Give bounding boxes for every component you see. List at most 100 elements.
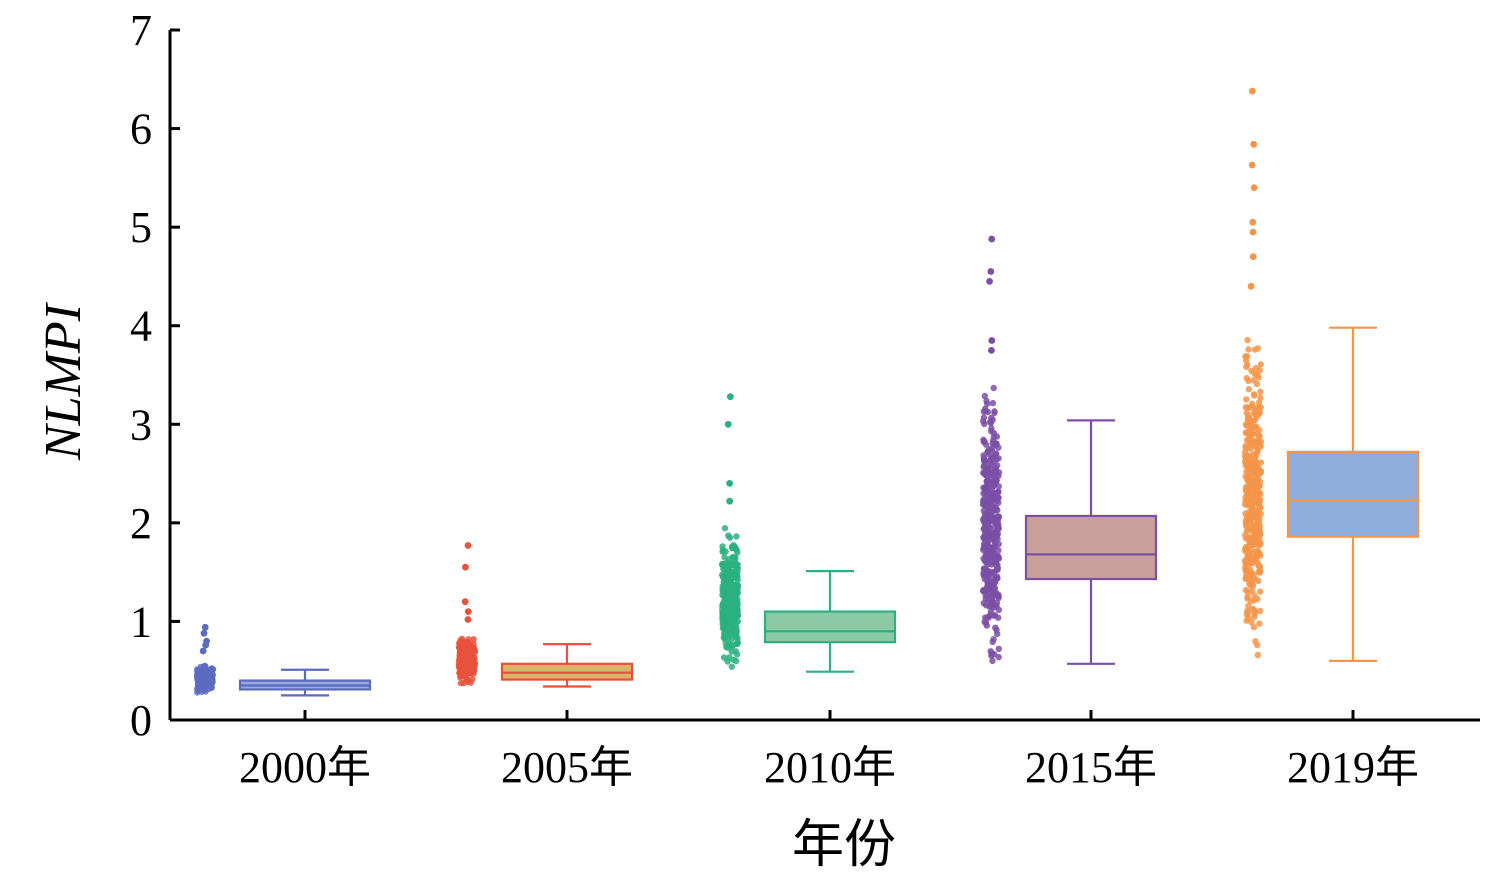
data-point bbox=[465, 640, 472, 647]
data-point bbox=[460, 640, 467, 647]
data-point bbox=[980, 469, 987, 477]
data-point bbox=[196, 667, 203, 674]
data-point-outlier bbox=[1249, 228, 1257, 236]
data-point bbox=[719, 543, 726, 550]
data-point bbox=[1255, 498, 1262, 505]
data-point bbox=[1245, 346, 1252, 353]
plot-marks bbox=[193, 87, 1420, 697]
data-point bbox=[995, 483, 1002, 490]
data-point bbox=[1248, 569, 1255, 576]
data-point bbox=[1245, 490, 1253, 498]
series-2005年 bbox=[455, 542, 634, 688]
data-point bbox=[1246, 549, 1253, 556]
data-point bbox=[987, 470, 994, 477]
data-point bbox=[985, 523, 992, 530]
data-point-outlier bbox=[726, 393, 734, 401]
data-point bbox=[734, 601, 741, 609]
data-point bbox=[733, 657, 740, 665]
data-point bbox=[1252, 522, 1259, 529]
x-tick-label: 2010年 bbox=[764, 743, 896, 792]
data-point bbox=[981, 438, 988, 445]
data-point bbox=[994, 575, 1001, 582]
data-point bbox=[1243, 363, 1250, 370]
data-point bbox=[456, 662, 463, 669]
data-point bbox=[726, 580, 733, 588]
data-point bbox=[991, 516, 998, 524]
data-point-outlier bbox=[201, 623, 209, 631]
data-point bbox=[721, 525, 729, 532]
data-point bbox=[1250, 506, 1257, 514]
data-point bbox=[981, 510, 989, 518]
data-point bbox=[990, 384, 997, 392]
data-point-outlier bbox=[1249, 87, 1256, 95]
y-tick-label: 1 bbox=[130, 597, 152, 646]
data-point bbox=[725, 640, 732, 648]
data-point bbox=[201, 676, 208, 683]
data-point bbox=[1248, 458, 1256, 465]
data-point bbox=[725, 532, 732, 539]
data-point bbox=[1249, 541, 1257, 549]
y-tick-label: 0 bbox=[130, 696, 152, 745]
data-point bbox=[464, 659, 471, 667]
data-point bbox=[988, 445, 996, 452]
data-point bbox=[1257, 588, 1264, 595]
data-point bbox=[1242, 520, 1250, 527]
data-point bbox=[994, 530, 1001, 537]
data-point bbox=[994, 564, 1001, 571]
data-point bbox=[980, 457, 988, 464]
data-point bbox=[724, 594, 731, 602]
data-point bbox=[1244, 595, 1251, 602]
data-point bbox=[990, 636, 997, 643]
data-point bbox=[733, 533, 740, 540]
series-2019年 bbox=[1241, 87, 1420, 662]
data-point bbox=[463, 654, 471, 661]
data-point bbox=[725, 608, 733, 616]
data-point bbox=[721, 629, 728, 636]
data-point bbox=[984, 478, 991, 485]
data-point bbox=[1250, 486, 1257, 493]
data-point bbox=[993, 626, 1000, 634]
data-point bbox=[995, 513, 1003, 520]
data-point bbox=[1245, 602, 1252, 610]
data-point bbox=[727, 630, 734, 637]
data-point bbox=[722, 548, 729, 555]
data-point bbox=[1244, 463, 1251, 470]
data-point bbox=[995, 653, 1002, 661]
data-point bbox=[1245, 431, 1253, 438]
data-point bbox=[470, 670, 477, 677]
box-iqr bbox=[763, 610, 897, 644]
data-point bbox=[470, 636, 477, 643]
data-point bbox=[980, 600, 987, 607]
data-point bbox=[988, 505, 996, 512]
data-point-outlier bbox=[726, 480, 734, 487]
data-point bbox=[723, 573, 730, 581]
data-point bbox=[198, 688, 205, 695]
data-point bbox=[732, 613, 740, 621]
data-point bbox=[720, 565, 727, 573]
data-point bbox=[981, 557, 989, 564]
data-point bbox=[995, 645, 1002, 652]
data-point bbox=[732, 582, 740, 589]
x-tick-label: 2005年 bbox=[501, 743, 633, 792]
data-point bbox=[985, 450, 992, 457]
series-2000年 bbox=[193, 623, 372, 697]
data-point bbox=[1253, 410, 1260, 418]
series-2010年 bbox=[718, 393, 897, 673]
data-point bbox=[732, 620, 739, 627]
y-tick-label: 6 bbox=[130, 105, 152, 154]
data-point bbox=[201, 662, 208, 670]
data-point bbox=[981, 532, 989, 539]
data-point bbox=[988, 652, 995, 659]
data-point bbox=[1242, 485, 1250, 493]
data-point-outlier bbox=[461, 598, 469, 606]
data-point bbox=[207, 670, 214, 677]
y-tick-label: 7 bbox=[130, 6, 152, 55]
data-point bbox=[1252, 451, 1260, 459]
data-point bbox=[1254, 641, 1261, 649]
data-point bbox=[993, 456, 1000, 463]
box-iqr bbox=[1286, 450, 1420, 538]
data-point-outlier bbox=[726, 497, 734, 505]
data-point-outlier bbox=[1249, 253, 1257, 261]
data-point bbox=[1241, 545, 1249, 553]
data-point-outlier bbox=[464, 542, 472, 549]
